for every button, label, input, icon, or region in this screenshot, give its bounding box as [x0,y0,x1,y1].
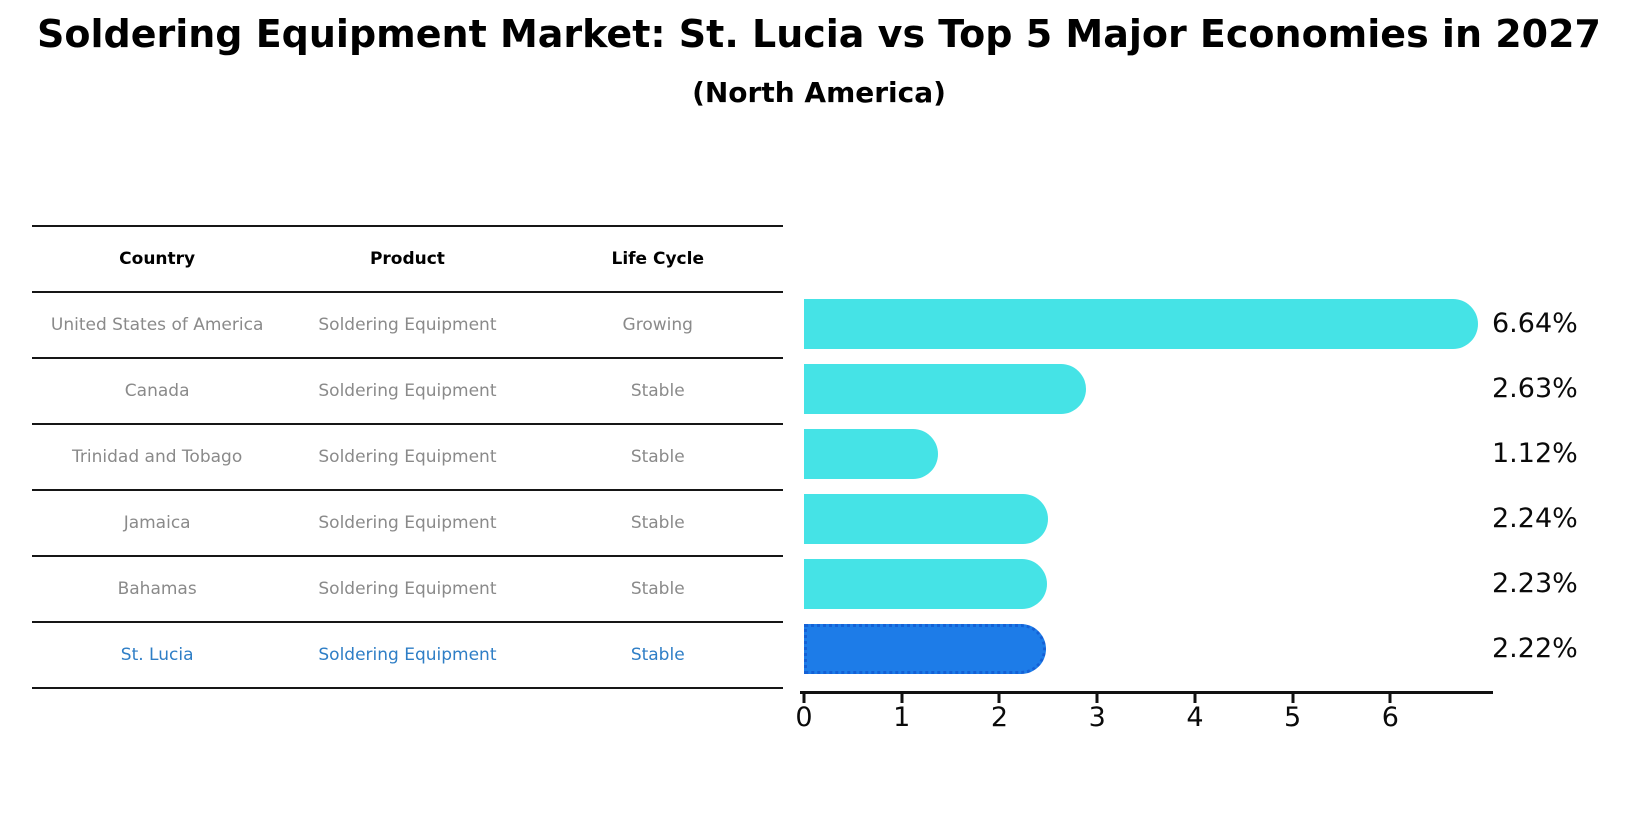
cell-product: Soldering Equipment [318,381,497,401]
value-label: 2.24% [1492,503,1578,534]
cell-life-cycle: Stable [630,579,685,599]
cell-country: St. Lucia [120,645,194,665]
cell-country: Bahamas [117,579,197,599]
x-axis-tick-label: 0 [795,702,813,733]
table-header-row: Country Product Life Cycle [32,227,783,293]
cell-country: United States of America [50,315,264,335]
table-row: Trinidad and Tobago Soldering Equipment … [32,425,783,491]
cell-product: Soldering Equipment [318,315,497,335]
chart-title: Soldering Equipment Market: St. Lucia vs… [37,12,1601,56]
table-row: Canada Soldering Equipment Stable [32,359,783,425]
cell-life-cycle: Stable [630,447,685,467]
cell-life-cycle: Stable [630,645,685,665]
x-axis-line [800,691,1493,694]
bar-united-states [804,299,1478,349]
cell-country: Trinidad and Tobago [72,447,243,467]
x-axis-tick-label: 6 [1381,702,1399,733]
x-axis-tick [1291,693,1295,703]
cell-life-cycle: Stable [630,381,685,401]
x-axis-tick [997,693,1001,703]
table-row-highlighted-st-lucia: St. Lucia Soldering Equipment Stable [32,623,783,689]
column-header-life-cycle: Life Cycle [611,249,704,269]
x-axis-tick [1388,693,1392,703]
cell-product: Soldering Equipment [318,645,497,665]
cell-life-cycle: Stable [630,513,685,533]
value-label: 2.22% [1492,633,1578,664]
bar-bahamas [804,559,1047,609]
table-row: Jamaica Soldering Equipment Stable [32,491,783,557]
column-header-product: Product [369,249,445,269]
x-axis-tick-label: 3 [1088,702,1106,733]
x-axis-tick-label: 1 [893,702,911,733]
chart-subtitle: (North America) [692,76,946,109]
value-label: 2.63% [1492,373,1578,404]
cell-country: Jamaica [123,513,191,533]
bar-jamaica [804,494,1048,544]
cell-life-cycle: Growing [622,315,693,335]
value-label: 2.23% [1492,568,1578,599]
value-label: 6.64% [1492,308,1578,339]
cell-product: Soldering Equipment [318,513,497,533]
cell-country: Canada [124,381,190,401]
x-axis-tick-label: 4 [1186,702,1204,733]
x-axis-tick-label: 5 [1284,702,1302,733]
cell-product: Soldering Equipment [318,579,497,599]
column-header-country: Country [119,249,196,269]
cell-product: Soldering Equipment [318,447,497,467]
bar-trinidad-and-tobago [804,429,939,479]
x-axis-tick [1095,693,1099,703]
bar-st-lucia-highlighted [804,624,1046,674]
value-label: 1.12% [1492,438,1578,469]
x-axis-tick-label: 2 [990,702,1009,733]
bar-canada [804,364,1087,414]
x-axis-tick [900,693,904,703]
table-row: United States of America Soldering Equip… [32,293,783,359]
country-table: Country Product Life Cycle United States… [32,225,783,689]
x-axis-tick [802,693,806,703]
x-axis-tick [1193,693,1197,703]
table-row: Bahamas Soldering Equipment Stable [32,557,783,623]
